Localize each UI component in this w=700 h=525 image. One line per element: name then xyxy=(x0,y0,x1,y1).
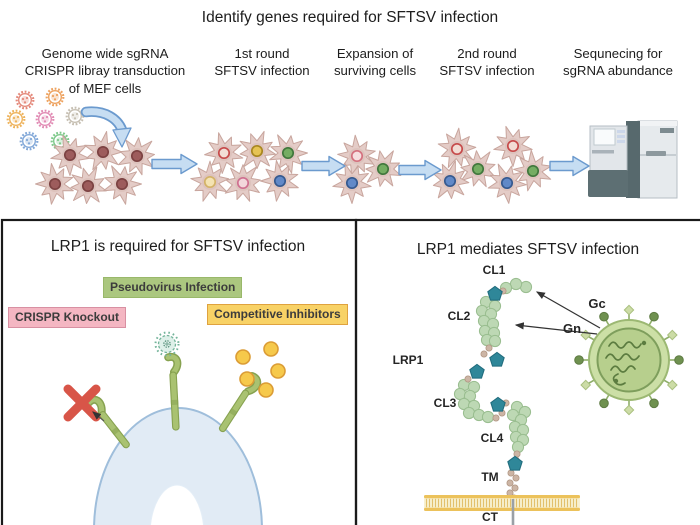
step-label-second-round: 2nd round SFTSV infection xyxy=(439,46,535,79)
mef-cell xyxy=(117,137,155,176)
flow-arrow xyxy=(151,153,198,175)
label-tm: TM xyxy=(481,470,499,484)
ligand-binding-pentagon xyxy=(469,363,485,379)
label-gn: Gn xyxy=(562,321,582,336)
lrp1-receptor-icon xyxy=(84,395,130,449)
inhibitor-dot xyxy=(239,371,255,387)
step-label-first-round: 1st round SFTSV infection xyxy=(214,46,310,79)
ligand-binding-pentagon xyxy=(507,455,523,471)
lentivirus-icon xyxy=(45,87,65,107)
mef-cell xyxy=(332,162,372,204)
mef-cell xyxy=(460,150,496,188)
mef-cell xyxy=(337,134,376,177)
mef-cell xyxy=(431,160,470,199)
mef-cell xyxy=(84,131,123,171)
cell-opening xyxy=(150,484,204,525)
lrp1-mediates-graphics xyxy=(424,277,684,525)
cell-group-surviving-cells xyxy=(332,134,402,204)
knockout-pointer xyxy=(92,411,105,422)
plasma-membrane xyxy=(424,495,580,511)
pseudovirus-icon xyxy=(154,331,180,357)
label-ct: CT xyxy=(482,510,498,524)
tag-crispr-knockout: CRISPR Knockout xyxy=(8,307,127,329)
step-label-sequencing: Sequnecing for sgRNA abundance xyxy=(563,46,673,79)
lentivirus-icon xyxy=(19,131,39,151)
label-cl3: CL3 xyxy=(433,396,457,410)
figure-title: Identify genes required for SFTSV infect… xyxy=(201,9,499,26)
ligand-binding-pentagon xyxy=(490,396,506,412)
mef-cell xyxy=(513,149,552,192)
lentivirus-icon xyxy=(15,90,35,110)
red-x-icon xyxy=(63,384,101,422)
cell-group-second-round-infection xyxy=(431,125,552,204)
label-lrp1: LRP1 xyxy=(392,353,424,367)
mef-cell xyxy=(269,134,308,174)
panel-left-title: LRP1 is required for SFTSV infection xyxy=(50,238,306,255)
mef-cell xyxy=(260,160,299,202)
flow-arrow xyxy=(301,155,346,177)
step-label-transduction: Genome wide sgRNA CRISPR libray transduc… xyxy=(24,46,186,96)
lentivirus-icon xyxy=(6,109,26,129)
mef-cell xyxy=(35,163,74,205)
label-cl2: CL2 xyxy=(447,309,471,323)
lentivirus-icon xyxy=(35,109,55,129)
mef-cell xyxy=(190,160,230,202)
ligand-binding-pentagon xyxy=(487,285,503,301)
gn-binding-arrow xyxy=(535,291,601,329)
panel-borders xyxy=(0,218,700,525)
label-tm-cl4: CL4 xyxy=(480,431,504,445)
inhibitor-dot xyxy=(263,341,279,357)
panel-right-title: LRP1 mediates SFTSV infection xyxy=(416,241,640,258)
flow-arrow xyxy=(398,159,442,181)
inhibitor-dot xyxy=(270,363,286,379)
curved-arrow-icon xyxy=(80,106,132,148)
tag-pseudovirus-infection: Pseudovirus Infection xyxy=(103,277,243,299)
screening-workflow-graphics xyxy=(6,87,590,205)
mef-cell xyxy=(365,150,402,187)
inhibitor-dot xyxy=(235,349,251,365)
cell-group-mef-cells-transduced xyxy=(35,131,155,205)
gn-binding-arrow xyxy=(514,322,598,335)
lrp1-required-graphics xyxy=(63,331,286,525)
sftsv-virion-icon xyxy=(574,304,684,416)
ligand-binding-pentagon xyxy=(489,351,505,367)
step-label-expansion: Expansion of surviving cells xyxy=(333,46,417,79)
mef-cell xyxy=(204,132,244,174)
mef-cell xyxy=(103,165,142,205)
flow-arrow xyxy=(549,155,590,177)
lrp1-receptor-icon xyxy=(218,371,262,433)
lentivirus-icon xyxy=(65,106,85,126)
label-cl1: CL1 xyxy=(482,263,506,277)
mef-cell xyxy=(50,134,90,176)
label-gc: Gc xyxy=(588,296,606,311)
cell-group-first-round-infection xyxy=(190,130,308,202)
mef-cell xyxy=(224,164,261,202)
tag-competitive-inhibitors: Competitive Inhibitors xyxy=(207,304,348,326)
sequencer-icon xyxy=(588,120,678,199)
mef-cell xyxy=(493,125,533,167)
inhibitor-dot xyxy=(258,382,274,398)
mef-cell xyxy=(487,163,527,204)
lrp1-receptor-icon xyxy=(164,352,182,431)
mef-cell xyxy=(70,166,107,204)
mef-cell xyxy=(239,130,277,170)
